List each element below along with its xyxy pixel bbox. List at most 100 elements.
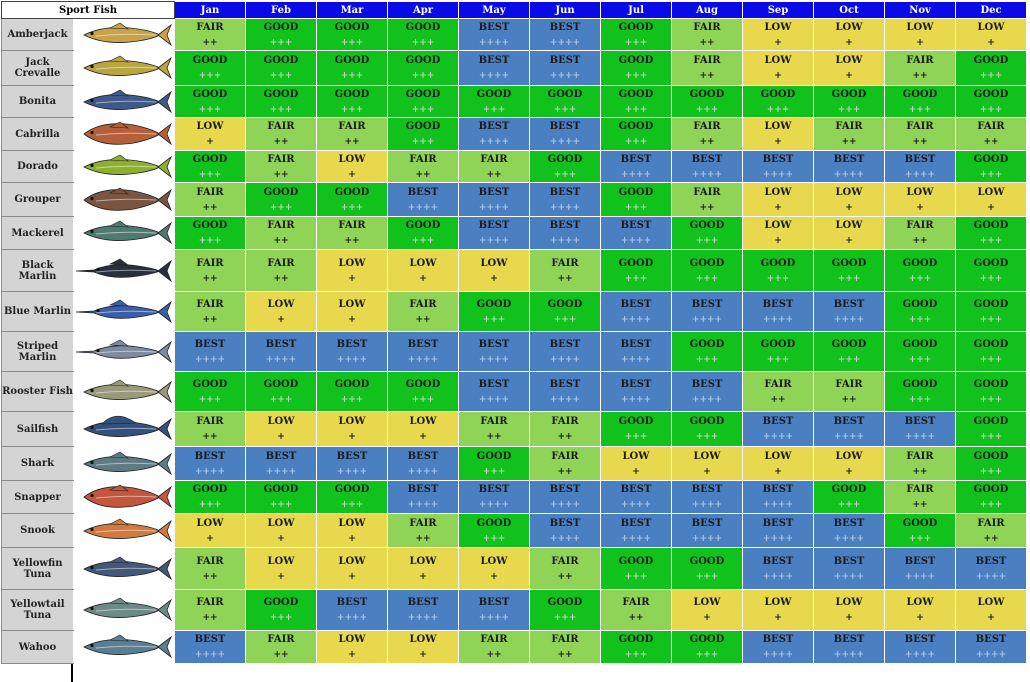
rating-cell-aug: FAIR ++ <box>671 18 743 51</box>
rating-cell-aug: GOOD +++ <box>671 331 743 372</box>
rating-plus: ++ <box>699 37 715 48</box>
rating-cell-may: BEST ++++ <box>458 50 530 86</box>
rating-plus: + <box>845 466 853 477</box>
rating-plus: ++ <box>557 432 573 442</box>
divider-line <box>71 664 73 682</box>
rating-cell-oct: GOOD +++ <box>813 85 885 118</box>
rating-plus: ++ <box>557 571 573 582</box>
rating-plus: +++ <box>482 533 506 544</box>
rating-cell-aug: GOOD +++ <box>671 249 743 292</box>
cabrilla-fish-icon <box>73 117 175 151</box>
rating-plus: ++++ <box>478 613 510 623</box>
rating-cell-oct: LOW + <box>813 18 885 51</box>
rating-plus: ++++ <box>762 571 794 582</box>
rating-label: BEST <box>691 298 723 310</box>
rating-label: GOOD <box>973 88 1009 100</box>
rating-cell-mar: GOOD +++ <box>316 85 388 118</box>
rating-plus: ++++ <box>762 314 794 325</box>
rating-cell-apr: BEST ++++ <box>387 446 459 481</box>
rating-label: LOW <box>906 597 934 608</box>
rating-label: LOW <box>338 416 366 427</box>
rating-cell-aug: GOOD +++ <box>671 85 743 118</box>
rating-cell-feb: GOOD +++ <box>245 371 317 412</box>
rating-plus: +++ <box>269 104 293 115</box>
rating-label: BEST <box>762 484 794 495</box>
rating-cell-feb: FAIR ++ <box>245 630 317 664</box>
rating-plus: ++++ <box>407 354 439 365</box>
rating-label: BEST <box>478 55 510 66</box>
rating-label: LOW <box>693 450 721 462</box>
fish-row: Striped Marlin BEST ++++ BEST ++++ BEST ++++ BE… <box>1 331 1027 372</box>
fish-row: Wahoo BEST ++++ FAIR ++ LOW + LOW + FAIR ++ FAIR ++ G… <box>1 630 1027 664</box>
rating-cell-mar: LOW + <box>316 513 388 548</box>
rating-label: FAIR <box>977 517 1005 529</box>
rating-cell-mar: GOOD +++ <box>316 18 388 51</box>
rating-label: FAIR <box>267 220 295 231</box>
rating-plus: ++++ <box>904 432 936 442</box>
rating-cell-aug: BEST ++++ <box>671 371 743 412</box>
rating-label: GOOD <box>973 338 1009 350</box>
rating-plus: +++ <box>624 137 648 147</box>
rating-label: GOOD <box>192 220 228 231</box>
rating-cell-dec: GOOD +++ <box>955 371 1027 412</box>
amberjack-fish-icon <box>73 18 175 51</box>
rating-plus: ++++ <box>620 354 652 365</box>
rating-plus: +++ <box>837 500 861 510</box>
rating-cell-may: GOOD +++ <box>458 85 530 118</box>
rating-label: GOOD <box>618 257 654 269</box>
rating-cell-jan: GOOD +++ <box>174 216 246 250</box>
fish-name: Grouper <box>1 182 74 217</box>
rating-label: BEST <box>762 555 794 567</box>
rating-cell-jul: BEST ++++ <box>600 371 672 412</box>
rating-plus: + <box>845 71 853 81</box>
rating-plus: ++++ <box>194 650 226 660</box>
rating-label: LOW <box>764 450 792 462</box>
rating-cell-nov: GOOD +++ <box>884 249 956 292</box>
rating-plus: ++++ <box>478 236 510 246</box>
fish-row: Blue Marlin FAIR ++ LOW + LOW + FAIR ++ GOOD +++ GO… <box>1 291 1027 332</box>
rating-plus: + <box>348 533 356 544</box>
rating-label: LOW <box>906 186 934 198</box>
rating-label: BEST <box>265 450 297 462</box>
rating-plus: +++ <box>198 500 222 510</box>
rating-cell-aug: GOOD +++ <box>671 411 743 447</box>
rating-cell-feb: FAIR ++ <box>245 216 317 250</box>
fish-name: Wahoo <box>1 630 74 664</box>
rating-cell-may: GOOD +++ <box>458 446 530 481</box>
rating-label: FAIR <box>196 555 224 567</box>
rating-cell-mar: BEST ++++ <box>316 589 388 631</box>
rating-plus: ++++ <box>620 533 652 544</box>
rating-label: BEST <box>478 597 510 608</box>
rating-label: BEST <box>833 416 865 427</box>
rating-plus: +++ <box>979 236 1003 246</box>
rating-cell-oct: BEST ++++ <box>813 291 885 332</box>
rating-plus: + <box>987 613 995 623</box>
rating-label: LOW <box>835 21 863 33</box>
rating-cell-nov: LOW + <box>884 182 956 217</box>
rating-plus: + <box>774 466 782 477</box>
rating-plus: +++ <box>766 273 790 284</box>
month-header-jan: Jan <box>174 1 246 19</box>
rating-plus: ++ <box>486 650 502 660</box>
black-marlin-fish-icon <box>73 249 175 292</box>
rating-cell-jun: BEST ++++ <box>529 18 601 51</box>
rating-plus: ++ <box>557 466 573 477</box>
rating-label: FAIR <box>267 634 295 645</box>
month-header-aug: Aug <box>671 1 743 19</box>
rating-cell-oct: BEST ++++ <box>813 547 885 590</box>
rating-cell-sep: LOW + <box>742 182 814 217</box>
rating-plus: +++ <box>837 273 861 284</box>
rating-label: FAIR <box>480 634 508 645</box>
rating-cell-mar: LOW + <box>316 547 388 590</box>
rating-label: BEST <box>549 121 581 132</box>
rating-label: LOW <box>764 21 792 33</box>
rating-cell-jul: BEST ++++ <box>600 513 672 548</box>
rating-plus: +++ <box>340 202 364 213</box>
rating-plus: + <box>206 137 214 147</box>
rating-plus: +++ <box>837 104 861 115</box>
rating-plus: + <box>703 613 711 623</box>
rating-cell-nov: GOOD +++ <box>884 291 956 332</box>
rating-plus: +++ <box>198 394 222 405</box>
rating-plus: +++ <box>411 236 435 246</box>
